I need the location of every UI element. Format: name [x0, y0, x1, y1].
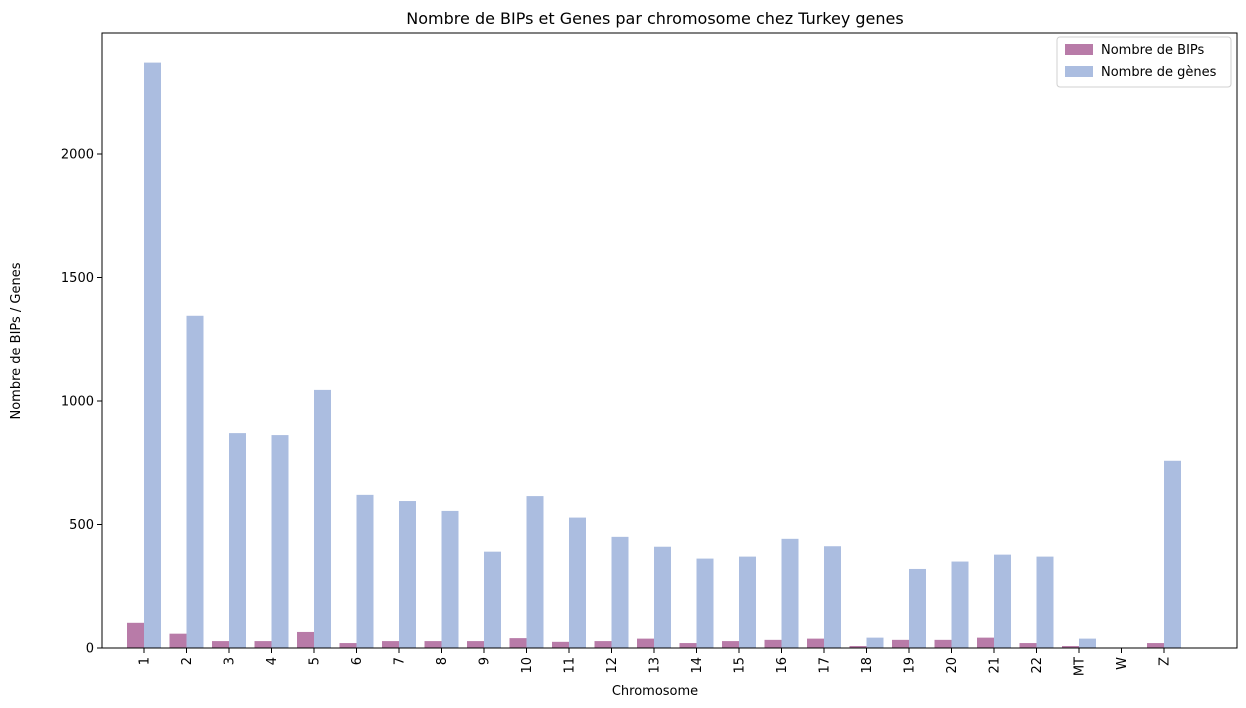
bar-genes-19	[909, 568, 926, 648]
y-tick-label: 0	[86, 642, 94, 657]
legend-label-bips: Nombre de BIPs	[1101, 43, 1205, 58]
x-tick-label: 18	[860, 657, 875, 674]
bar-genes-17	[824, 546, 841, 648]
legend-box	[1056, 36, 1232, 88]
bar-bips-22	[1019, 643, 1037, 648]
x-tick-label: 4	[265, 657, 280, 665]
y-axis-label: Nombre de BIPs / Genes	[9, 262, 24, 419]
x-tick-label: MT	[1073, 657, 1088, 676]
x-tick-label: 8	[435, 657, 450, 665]
plot-frame	[101, 32, 1238, 649]
y-axis: 0 500 1000 1500 2000	[61, 148, 102, 657]
bar-bips-3	[212, 641, 229, 648]
y-tick-label: 1000	[61, 395, 94, 410]
bar-bips-2	[169, 633, 187, 648]
bar-bips-14	[679, 643, 697, 648]
bar-genes-11	[569, 517, 586, 648]
x-tick-label: 2	[180, 657, 195, 665]
bar-genes-15	[739, 556, 756, 648]
bar-genes-18	[866, 637, 884, 648]
bar-genes-6	[356, 494, 374, 648]
x-tick-label: Z	[1158, 657, 1173, 666]
bar-genes-21	[994, 554, 1011, 648]
bar-genes-1	[144, 62, 161, 649]
x-tick-label: 6	[350, 657, 365, 665]
bar-genes-13	[654, 546, 671, 648]
bar-bips-MT	[1062, 646, 1079, 648]
y-tick-label: 500	[69, 518, 94, 533]
bar-genes-MT	[1079, 638, 1096, 648]
legend-swatch-genes	[1065, 66, 1093, 77]
legend-label-genes: Nombre de gènes	[1101, 65, 1217, 80]
bar-genes-8	[441, 510, 459, 648]
bar-genes-5	[314, 389, 331, 648]
bar-genes-20	[951, 561, 969, 648]
legend-swatch-bips	[1065, 44, 1093, 55]
bar-genes-3	[229, 433, 246, 648]
bar-bips-16	[764, 639, 782, 648]
x-tick-label: 20	[945, 657, 960, 674]
bar-genes-7	[399, 501, 416, 648]
x-tick-label: 10	[520, 657, 535, 674]
bar-bips-15	[722, 641, 739, 648]
bar-bips-6	[339, 643, 357, 648]
bar-bips-10	[509, 638, 527, 648]
bar-genes-4	[271, 435, 289, 648]
bar-bips-Z	[1147, 643, 1164, 648]
bar-bips-9	[467, 641, 484, 648]
bar-bips-12	[594, 641, 612, 648]
bar-bips-17	[807, 638, 824, 648]
x-tick-label: 19	[903, 657, 918, 674]
y-tick-label: 2000	[61, 148, 94, 163]
x-tick-label: 16	[775, 657, 790, 674]
bar-bips-21	[977, 637, 994, 648]
bar-bips-18	[849, 646, 867, 648]
bar-bips-1	[127, 622, 144, 648]
x-tick-label: 9	[478, 657, 493, 665]
x-tick-label: 7	[393, 657, 408, 665]
bar-bips-19	[892, 639, 909, 648]
x-tick-label: W	[1115, 657, 1130, 670]
bar-genes-16	[781, 538, 799, 648]
bars-group	[127, 62, 1181, 649]
bar-genes-12	[611, 536, 629, 648]
x-tick-label: 14	[690, 657, 705, 674]
bar-genes-10	[526, 496, 544, 648]
bar-genes-2	[186, 315, 204, 648]
legend: Nombre de BIPs Nombre de gènes	[1056, 36, 1232, 88]
x-tick-label: 12	[605, 657, 620, 674]
bar-genes-Z	[1164, 460, 1181, 648]
x-tick-label: 1	[138, 657, 153, 665]
x-tick-label: 3	[223, 657, 238, 665]
bar-bips-13	[637, 638, 654, 648]
bar-bips-7	[382, 641, 399, 648]
bar-bips-20	[934, 639, 952, 648]
bar-bips-11	[552, 641, 569, 648]
x-tick-label: 17	[818, 657, 833, 674]
bar-bips-4	[254, 641, 272, 648]
x-tick-label: 22	[1030, 657, 1045, 674]
x-tick-label: 11	[563, 657, 578, 674]
x-axis: 1 2 3 4 5 6 7 8 9 10 11 12 13 14 15 16 17 18 19 20 21 22 MT W Z	[138, 648, 1173, 676]
x-tick-label: 21	[988, 657, 1003, 674]
bar-genes-9	[484, 551, 501, 648]
bar-bips-8	[424, 641, 442, 648]
bar-bips-5	[297, 631, 314, 648]
bar-genes-14	[696, 558, 714, 648]
bar-genes-22	[1036, 556, 1054, 648]
x-tick-label: 13	[648, 657, 663, 674]
x-axis-label: Chromosome	[612, 684, 698, 699]
chart-title: Nombre de BIPs et Genes par chromosome c…	[406, 9, 903, 28]
y-tick-label: 1500	[61, 271, 94, 286]
x-tick-label: 15	[733, 657, 748, 674]
x-tick-label: 5	[308, 657, 323, 665]
